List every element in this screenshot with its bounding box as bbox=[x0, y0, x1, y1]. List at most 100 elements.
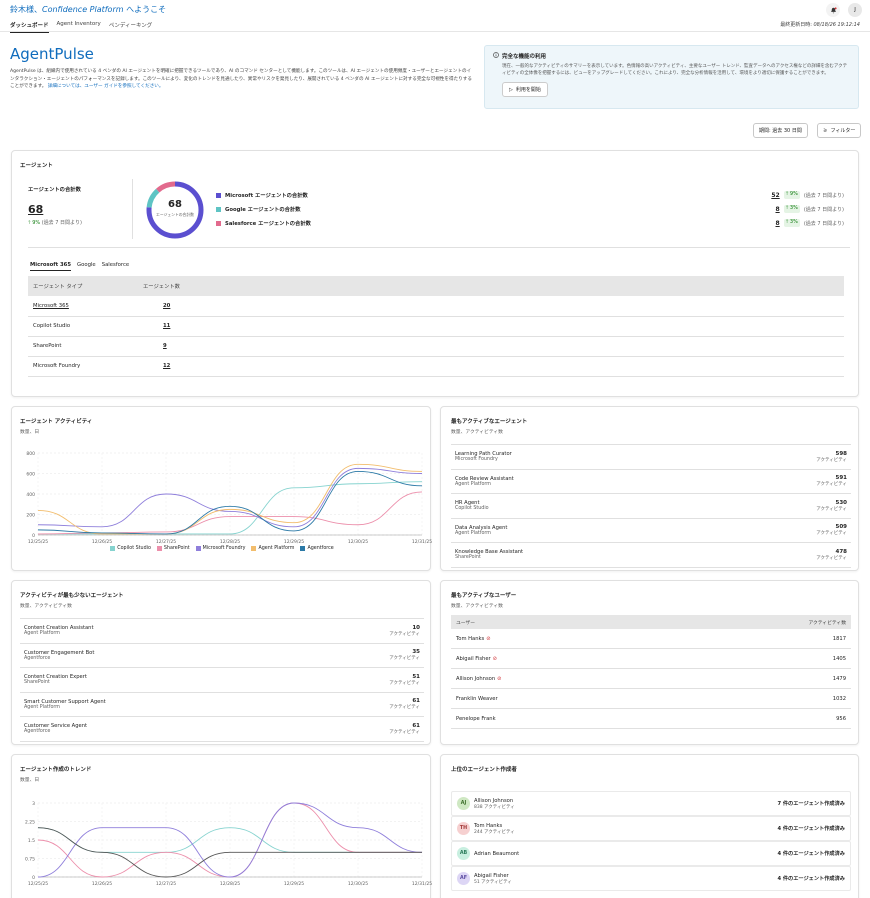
agent-name: Content Creation Expert bbox=[24, 674, 87, 681]
agent-type-name[interactable]: Microsoft 365 bbox=[33, 302, 69, 309]
creation-line-chart: 0 0.75 1.5 2.25 3 12/25/25 12/26/25 12/27/25 12/… bbox=[25, 801, 432, 887]
list-item[interactable]: AJ Allison Johnson 838 アクティビティ 7 件のエージェント作成… bbox=[451, 791, 851, 816]
legend-item[interactable]: Microsoft Foundry bbox=[195, 546, 245, 551]
list-item[interactable]: HR Agent Copilot Studio 530 アクティビティ bbox=[451, 494, 851, 519]
agent-type-count[interactable]: 9 bbox=[163, 343, 167, 349]
activity-unit: アクティビティ bbox=[389, 680, 420, 686]
subtab-salesforce[interactable]: Salesforce bbox=[101, 262, 130, 268]
least-active-agents-title: アクティビティが最も少ないエージェント bbox=[20, 593, 124, 599]
agents-card-title: エージェント bbox=[20, 163, 53, 169]
agent-type-name: Copilot Studio bbox=[28, 316, 138, 337]
creator-text: Adrian Beaumont bbox=[474, 851, 519, 857]
col-activity-count[interactable]: アクティビティ数 bbox=[808, 620, 846, 626]
filter-button[interactable]: ⚞ フィルター bbox=[817, 123, 862, 138]
vendor-legend: Microsoft エージェントの合計数 Google エージェントの合計数 S… bbox=[216, 188, 311, 230]
x-tick-label: 12/30/25 bbox=[348, 881, 368, 887]
top-creators-title: 上位のエージェント作成者 bbox=[451, 767, 517, 773]
list-item[interactable]: Content Creation Assistant Agent Platform… bbox=[20, 619, 424, 644]
list-item[interactable]: Customer Engagement Bot Agentforce 35 アクティビ… bbox=[20, 644, 424, 668]
list-item[interactable]: Customer Service Agent Agentforce 61 アクティビテ… bbox=[20, 717, 424, 742]
get-started-button[interactable]: ▷ 利用を開始 bbox=[502, 82, 548, 97]
table-row[interactable]: Allison Johnson ⊘ 1479 bbox=[451, 669, 851, 689]
vendor-count[interactable]: 8 bbox=[775, 205, 780, 213]
page-title: AgentPulse bbox=[10, 45, 94, 63]
agent-type-count[interactable]: 12 bbox=[163, 363, 171, 369]
list-item[interactable]: Smart Customer Support Agent Agent Platfo… bbox=[20, 693, 424, 717]
agent-name: Learning Path Curator bbox=[455, 451, 512, 458]
activity-line-chart: 0 200 400 600 800 12/25/25 12/26/25 12/27/25 12/… bbox=[26, 451, 432, 545]
vendor-count[interactable]: 52 bbox=[771, 191, 780, 199]
table-row[interactable]: Abigail Fisher ⊘ 1405 bbox=[451, 649, 851, 669]
agent-platform: Agent Platform bbox=[24, 704, 60, 710]
list-item[interactable]: AB Adrian Beaumont 4 件のエージェント作成済み bbox=[451, 841, 851, 866]
user-guide-link[interactable]: 詳細については、ユーザー ガイドを参照してください。 bbox=[47, 84, 164, 89]
period-selector[interactable]: 期間: 過去 30 日間 bbox=[753, 123, 808, 138]
col-agent-count[interactable]: エージェント数 bbox=[138, 276, 844, 296]
agent-platform: SharePoint bbox=[455, 555, 481, 561]
list-item[interactable]: Knowledge Base Assistant SharePoint 478 アクテ… bbox=[451, 543, 851, 568]
activity-unit: アクティビティ bbox=[389, 705, 420, 711]
agent-type-count[interactable]: 20 bbox=[163, 302, 171, 309]
donut-segment-salesforce bbox=[146, 181, 204, 239]
col-agent-type[interactable]: エージェント タイプ bbox=[28, 276, 138, 296]
user-avatar-button[interactable]: J bbox=[848, 3, 862, 17]
total-agents-value[interactable]: 68 bbox=[28, 203, 44, 216]
list-item[interactable]: Code Review Assistant Agent Platform 591 アク… bbox=[451, 470, 851, 494]
avatar: AF bbox=[457, 872, 470, 885]
col-user[interactable]: ユーザー bbox=[456, 620, 476, 626]
agent-activity: 35 アクティビティ bbox=[389, 649, 420, 661]
period-label: 期間: 過去 30 日間 bbox=[759, 128, 802, 134]
main-nav-tabs: ダッシュボード Agent Inventory ペンディーキング bbox=[10, 21, 152, 33]
list-item[interactable]: TH Tom Hanks 244 アクティビティ 4 件のエージェント作成済み bbox=[451, 816, 851, 841]
agent-type-count[interactable]: 11 bbox=[163, 323, 171, 329]
legend-item[interactable]: Agentforce bbox=[300, 546, 334, 551]
most-active-agents-list: Learning Path Curator Microsoft Foundry 59… bbox=[451, 444, 851, 568]
list-item[interactable]: Learning Path Curator Microsoft Foundry 59… bbox=[451, 445, 851, 470]
series-line bbox=[37, 827, 422, 878]
user-cell: Franklin Weaver bbox=[456, 696, 498, 702]
user-cell: Penelope Frank bbox=[456, 716, 496, 722]
list-item[interactable]: Content Creation Expert SharePoint 51 アクティビ… bbox=[20, 668, 424, 693]
table-row[interactable]: Tom Hanks ⊘ 1817 bbox=[451, 629, 851, 649]
table-row[interactable]: Franklin Weaver 1032 bbox=[451, 689, 851, 709]
legend-swatch bbox=[251, 546, 257, 551]
y-tick-label: 2.25 bbox=[25, 819, 35, 825]
last-updated: 最終更新日時: 08/18/26 19:12:14 bbox=[780, 21, 860, 28]
table-row: Microsoft Foundry 12 bbox=[28, 356, 844, 377]
x-tick-label: 12/26/25 bbox=[92, 539, 112, 545]
most-active-users-subtitle: 数量、アクティビティ数 bbox=[451, 604, 503, 609]
notification-button[interactable] bbox=[826, 3, 840, 17]
vendor-change-value: 3% bbox=[789, 205, 798, 211]
table-row: Copilot Studio 11 bbox=[28, 316, 844, 337]
legend-item[interactable]: Agent Platform bbox=[251, 546, 294, 551]
welcome-title: 鈴木様、Confidence Platform へようこそ bbox=[10, 4, 166, 15]
agent-activity: 61 アクティビティ bbox=[389, 698, 420, 710]
creator-created-count: 4 件のエージェント作成済み bbox=[777, 876, 845, 882]
activity-value: 591 bbox=[835, 475, 847, 482]
activity-value: 51 bbox=[412, 673, 420, 680]
table-row[interactable]: Penelope Frank 956 bbox=[451, 709, 851, 729]
legend-swatch bbox=[300, 546, 306, 551]
tab-dashboard[interactable]: ダッシュボード bbox=[10, 21, 49, 33]
tab-pending[interactable]: ペンディーキング bbox=[108, 23, 153, 29]
agent-activity: 591 アクティビティ bbox=[816, 475, 847, 487]
table-row: Microsoft 365 20 bbox=[28, 296, 844, 317]
subtab-google[interactable]: Google bbox=[77, 262, 96, 268]
tab-agent-inventory[interactable]: Agent Inventory bbox=[56, 21, 101, 27]
agent-platform: Copilot Studio bbox=[455, 506, 489, 512]
page-intro: AgentPulse は、組織内で使用されている 4 ベンダの AI エージェン… bbox=[10, 68, 472, 91]
subtab-microsoft365[interactable]: Microsoft 365 bbox=[30, 262, 72, 271]
legend-item[interactable]: SharePoint bbox=[156, 546, 190, 551]
agents-divider bbox=[132, 179, 133, 239]
last-updated-label: 最終更新日時: bbox=[780, 22, 812, 28]
legend-item[interactable]: Copilot Studio bbox=[110, 546, 151, 551]
list-item[interactable]: AF Abigail Fisher 51 アクティビティ 4 件のエージェント作成済み bbox=[451, 866, 851, 891]
list-item[interactable]: Data Analysis Agent Agent Platform 509 アクティ… bbox=[451, 519, 851, 543]
vendor-legend-google: Google エージェントの合計数 bbox=[216, 202, 311, 216]
creation-trend-card: エージェント作成のトレンド 数量、日 0 0.75 1.5 2.25 3 12/25/25… bbox=[11, 754, 432, 898]
total-change-note: (過去 7 日間より) bbox=[41, 220, 82, 226]
vendor-count[interactable]: 8 bbox=[775, 219, 780, 227]
most-active-agents-subtitle: 数量、アクティビティ数 bbox=[451, 430, 503, 435]
risk-flag-icon: ⊘ bbox=[486, 635, 491, 642]
activity-chart-title: エージェント アクティビティ bbox=[20, 419, 93, 425]
